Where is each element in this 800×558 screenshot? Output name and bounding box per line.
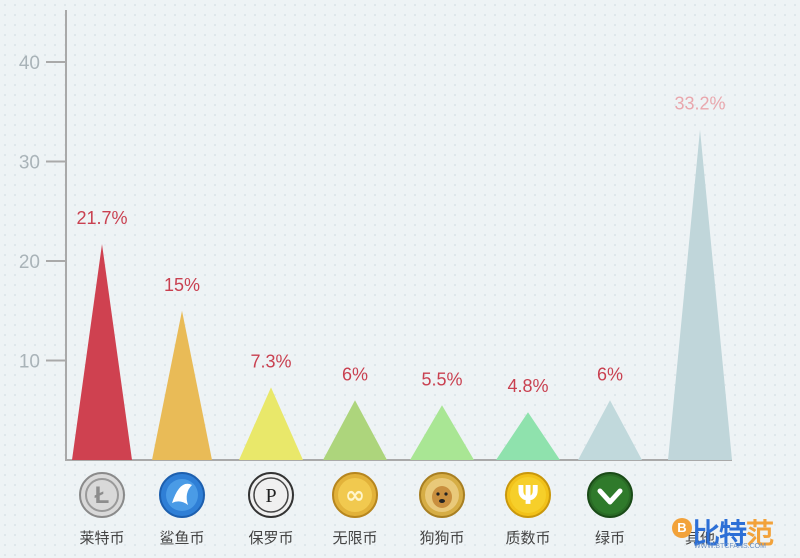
litecoin-icon: Ł bbox=[79, 472, 125, 518]
infinitecoin-icon: ∞ bbox=[332, 472, 378, 518]
x-tick-label: 莱特币 bbox=[79, 530, 124, 547]
y-tick-label: 40 bbox=[19, 53, 40, 74]
bar-7 bbox=[578, 400, 642, 460]
data-label: 4.8% bbox=[507, 376, 548, 396]
watermark-brand-accent: 范 bbox=[746, 517, 774, 550]
data-label: 7.3% bbox=[250, 351, 291, 371]
bitcoin-coin-icon: B bbox=[672, 518, 692, 538]
paulcoin-icon: P bbox=[248, 472, 294, 518]
watermark-brand-main: 比特 bbox=[692, 517, 747, 550]
x-tick-label: 无限币 bbox=[332, 530, 377, 547]
svg-text:Ψ: Ψ bbox=[517, 481, 539, 511]
sharkcoin-icon bbox=[159, 472, 205, 518]
primecoin-icon: Ψ bbox=[505, 472, 551, 518]
bar-8 bbox=[668, 129, 732, 460]
bar-1 bbox=[72, 244, 132, 460]
y-tick-label: 10 bbox=[19, 352, 40, 373]
svg-text:P: P bbox=[265, 485, 276, 507]
x-tick-label: 鲨鱼币 bbox=[159, 529, 204, 547]
svg-text:Ł: Ł bbox=[95, 482, 110, 509]
dogecoin-icon bbox=[419, 472, 465, 518]
x-tick-label: 其他 bbox=[685, 530, 715, 547]
x-tick-label: 保罗币 bbox=[248, 530, 293, 547]
y-tick-label: 20 bbox=[19, 252, 40, 273]
bar-3 bbox=[239, 387, 303, 460]
bar-5 bbox=[410, 405, 474, 460]
x-tick-label: 绿币 bbox=[595, 530, 625, 547]
data-label: 21.7% bbox=[76, 208, 127, 228]
watermark-brand: 比特范 bbox=[692, 512, 774, 552]
svg-text:∞: ∞ bbox=[345, 481, 365, 509]
watermark-url: WWW.BTCFANS.COM bbox=[694, 543, 766, 550]
data-label: 33.2% bbox=[674, 94, 725, 114]
bar-4 bbox=[323, 400, 387, 460]
greencoin-icon bbox=[587, 472, 633, 518]
watermark-logo: B 比特范 WWW.BTCFANS.COM bbox=[672, 508, 792, 552]
bar-2 bbox=[152, 310, 212, 460]
bar-6 bbox=[496, 412, 560, 460]
data-label: 5.5% bbox=[421, 369, 462, 389]
y-tick-label: 30 bbox=[19, 153, 40, 174]
x-tick-label: 质数币 bbox=[505, 530, 550, 547]
x-tick-label: 狗狗币 bbox=[419, 530, 464, 547]
data-label: 6% bbox=[597, 364, 623, 384]
data-label: 15% bbox=[164, 275, 200, 295]
data-label: 6% bbox=[342, 364, 368, 384]
